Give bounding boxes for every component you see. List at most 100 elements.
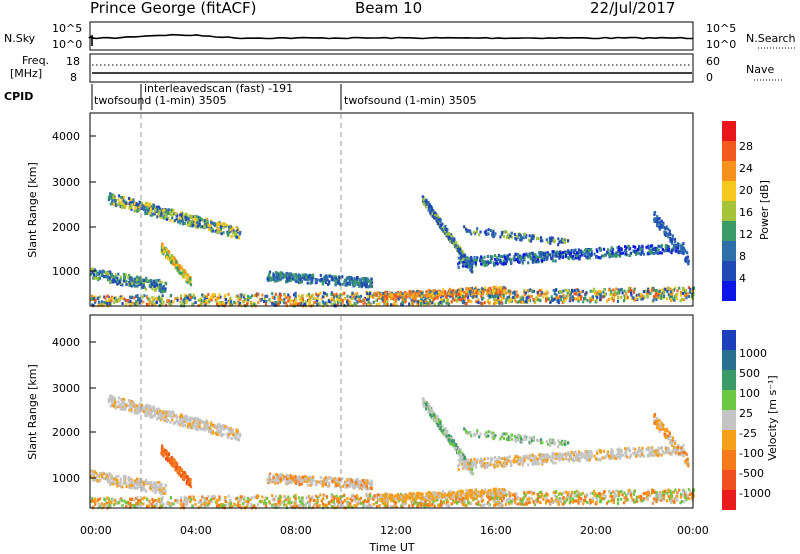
lowE-power-cell xyxy=(576,289,579,293)
lowE-velocity-cell xyxy=(179,502,182,506)
lowE-power-cell xyxy=(323,292,327,296)
lowE-velocity-cell xyxy=(288,499,291,503)
lowE-power-cell xyxy=(650,286,653,290)
lowE-power-cell xyxy=(298,302,301,306)
afternoon-power-cell xyxy=(468,290,471,294)
arcA-power-cell xyxy=(200,218,203,222)
arcB-power-cell xyxy=(445,230,448,234)
lowE-power-cell xyxy=(362,302,365,306)
arcA-power-cell xyxy=(130,207,133,211)
midband-power-cell xyxy=(298,281,301,284)
arcC-power-cell xyxy=(462,261,465,264)
arcC-power-cell xyxy=(635,252,638,256)
lowE-power-cell xyxy=(360,299,363,303)
arcC-power-cell xyxy=(602,254,605,258)
arcA-velocity-cell xyxy=(117,400,120,404)
arcD-power-cell xyxy=(530,236,533,240)
lowE-power-cell xyxy=(602,290,605,294)
lowE-velocity-cell xyxy=(183,497,187,501)
arcA-velocity-cell xyxy=(179,419,182,422)
arcA-power-cell xyxy=(203,219,207,223)
midband-power-cell xyxy=(357,281,361,285)
plume-power-cell xyxy=(168,259,172,262)
lowE-power-cell xyxy=(278,301,281,304)
arcA-power-cell xyxy=(169,218,172,222)
arcA-power-cell xyxy=(136,208,139,212)
arcB-power-cell xyxy=(425,200,428,204)
arcC-power-cell xyxy=(482,261,485,265)
arcD-power-cell xyxy=(549,238,552,242)
afternoon-power-cell xyxy=(486,289,489,293)
arcC-power-cell xyxy=(681,245,684,248)
arcB-power-cell xyxy=(423,202,427,206)
lowE-velocity-cell xyxy=(480,499,484,503)
lowE-velocity-cell xyxy=(329,502,332,506)
lowE-velocity-cell xyxy=(348,505,351,509)
midband-power-cell xyxy=(272,277,275,281)
lowE-power-cell xyxy=(555,288,558,292)
late-power-cell xyxy=(669,238,673,242)
lowE-power-cell xyxy=(516,293,519,297)
early-power-cell xyxy=(145,276,148,280)
early-power-cell xyxy=(133,277,136,281)
arcA-velocity-cell xyxy=(226,432,229,436)
lowE-power-cell xyxy=(402,299,405,303)
lowE-power-cell xyxy=(274,301,277,305)
lowE-power-cell xyxy=(343,297,346,301)
arcA-velocity-cell xyxy=(123,404,126,408)
afternoon-power-cell xyxy=(476,292,479,296)
lowE-velocity-cell xyxy=(349,501,352,505)
arcA-power-cell xyxy=(156,209,159,213)
arcA-power-cell xyxy=(109,202,112,206)
lowE-power-cell xyxy=(638,293,641,297)
arcC-power-cell xyxy=(634,245,637,249)
arcA-power-cell xyxy=(235,232,238,236)
lowE-velocity-cell xyxy=(550,497,553,501)
lowE-velocity-cell xyxy=(656,494,659,498)
afternoon-power-cell xyxy=(419,290,422,294)
arcC-power-cell xyxy=(475,258,478,262)
lowE-velocity-cell xyxy=(419,502,422,505)
lowE-power-cell xyxy=(235,295,238,299)
arcA-power-cell xyxy=(196,224,199,228)
arcC-power-cell xyxy=(587,251,590,255)
lowE-velocity-cell xyxy=(602,490,605,494)
afternoon-power-cell xyxy=(425,290,428,294)
midband-power-cell xyxy=(328,280,331,284)
lowE-velocity-cell xyxy=(201,495,204,499)
midband-power-cell xyxy=(367,285,371,288)
arcA-velocity-cell xyxy=(153,414,156,418)
midband-power-cell xyxy=(303,273,307,277)
late-power-cell xyxy=(658,225,661,229)
lowE-power-cell xyxy=(322,291,325,295)
lowE-velocity-cell xyxy=(207,495,210,498)
lowE-power-cell xyxy=(300,302,303,306)
arcB-power-cell xyxy=(429,208,432,212)
arcA-velocity-cell xyxy=(163,412,167,415)
arcA-velocity-cell xyxy=(153,406,156,410)
lowE-velocity-cell xyxy=(596,494,599,498)
lowE-velocity-cell xyxy=(509,494,512,498)
arcC-power-cell xyxy=(616,253,619,257)
arcD-power-cell xyxy=(529,239,533,243)
lowE-power-cell xyxy=(616,296,620,300)
early-power-cell xyxy=(156,286,159,290)
lowE-velocity-cell xyxy=(680,500,683,503)
early-power-cell xyxy=(160,290,163,294)
arcA-power-cell xyxy=(167,212,170,215)
arcC-power-cell xyxy=(617,248,620,252)
arcC-power-cell xyxy=(638,245,641,249)
arcA-velocity-cell xyxy=(144,405,147,409)
plume-power-cell xyxy=(164,249,167,253)
midband-power-cell xyxy=(287,272,290,276)
arcA-velocity-cell xyxy=(198,421,201,425)
lowE-power-cell xyxy=(375,299,378,303)
early-power-cell xyxy=(128,274,131,277)
lowE-velocity-cell xyxy=(161,496,164,500)
afternoon-power-cell xyxy=(481,287,484,291)
lowE-velocity-cell xyxy=(551,501,554,504)
lowE-power-cell xyxy=(228,300,231,304)
arcD-power-cell xyxy=(508,234,511,238)
afternoon-power-cell xyxy=(420,292,423,296)
arcC-power-cell xyxy=(531,251,534,255)
